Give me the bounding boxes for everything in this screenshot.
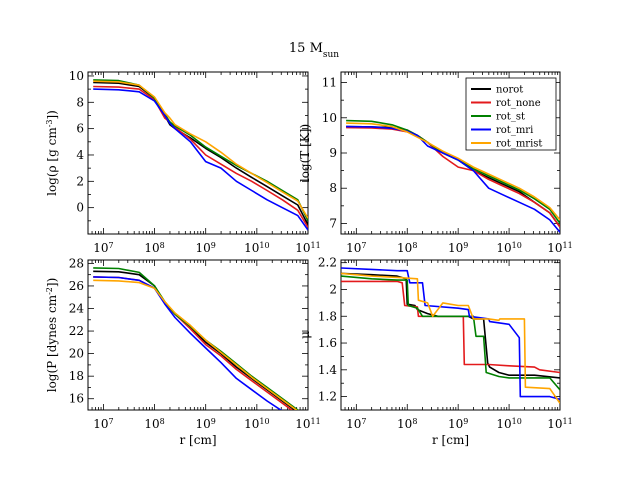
- series-line-rot_mri: [341, 267, 560, 401]
- series-line-rot_none: [341, 280, 560, 374]
- legend-label-rot_mrist: rot_mrist: [496, 139, 542, 150]
- series-line-rot_none: [93, 85, 308, 228]
- y-axis-label: log(P [dynes cm-2]): [45, 278, 60, 393]
- legend: norot rot_none rot_st rot_mri rot_mrist: [465, 77, 557, 151]
- x-tick-label: 1010: [496, 417, 521, 432]
- x-tick-label: 1010: [244, 241, 269, 256]
- x-tick-label: 1010: [496, 241, 521, 256]
- y-tick-label: 1.8: [318, 309, 337, 323]
- y-tick-label: 26: [69, 279, 84, 293]
- y-tick-label: 1.2: [318, 390, 337, 404]
- x-tick-label: 108: [144, 417, 164, 432]
- y-tick-label: 6: [76, 122, 84, 136]
- series-line-rot_mrist: [93, 279, 298, 410]
- legend-label-rot_st: rot_st: [496, 112, 525, 123]
- y-tick-label: 0: [76, 201, 84, 215]
- y-tick-label: 24: [69, 301, 85, 315]
- series-line-norot: [341, 272, 560, 379]
- series-line-rot_st: [341, 275, 560, 391]
- series-line-rot_mrist: [341, 272, 560, 404]
- panel-density: 107 108 109 1010 1011 0 2 4 6 8 10 log(ρ [g cm-3]): [45, 69, 321, 255]
- series-line-rot_mri: [93, 88, 308, 231]
- y-tick-label: 18: [69, 369, 84, 383]
- series-line-rot_none: [93, 276, 294, 410]
- y-tick-label: 22: [69, 324, 84, 338]
- y-tick-label: 2.2: [318, 256, 337, 270]
- y-axis-label: log(ρ [g cm-3]): [45, 110, 60, 196]
- series-line-norot: [93, 270, 297, 410]
- y-tick-label: 10: [69, 69, 84, 83]
- y-tick-label: 1.4: [318, 363, 337, 377]
- panel-mu: 107 108 109 1010 1011 1.2 1.4 1.6 1.8 2 2.2 μ r [cm]: [298, 256, 573, 447]
- legend-label-rot_none: rot_none: [496, 98, 541, 109]
- x-axis-label: r [cm]: [432, 433, 469, 447]
- series-line-rot_mrist: [346, 122, 560, 221]
- y-tick-label: 8: [329, 181, 337, 195]
- legend-label-norot: norot: [496, 85, 523, 96]
- x-tick-label: 108: [397, 241, 417, 256]
- plot-frame: [87, 71, 309, 235]
- x-tick-label: 108: [397, 417, 417, 432]
- x-tick-label: 107: [346, 241, 366, 256]
- y-axis-label: μ: [298, 331, 312, 339]
- y-tick-label: 2: [76, 174, 84, 188]
- x-tick-label: 1010: [244, 417, 269, 432]
- y-tick-label: 9: [329, 146, 337, 160]
- x-tick-label: 109: [448, 241, 468, 256]
- y-tick-label: 7: [329, 216, 337, 230]
- y-tick-label: 4: [76, 148, 84, 162]
- series-line-rot_mri: [93, 276, 283, 410]
- y-tick-label: 28: [69, 256, 84, 270]
- x-axis-label: r [cm]: [179, 433, 216, 447]
- series-line-rot_mri: [346, 125, 560, 233]
- y-axis-label: log(T [K]): [298, 124, 312, 182]
- x-tick-label: 109: [196, 241, 216, 256]
- y-tick-label: 8: [76, 95, 84, 109]
- x-tick-label: 107: [93, 241, 113, 256]
- x-tick-label: 109: [196, 417, 216, 432]
- x-tick-label: 1011: [295, 417, 320, 432]
- x-tick-label: 108: [144, 241, 164, 256]
- x-tick-label: 109: [448, 417, 468, 432]
- series-line-rot_mrist: [93, 80, 308, 219]
- panel-pressure: 107 108 109 1010 1011 16 18 20 22 24 26 28 log(P [dy…: [45, 256, 321, 447]
- x-tick-label: 1011: [295, 241, 320, 256]
- y-tick-label: 20: [69, 347, 84, 361]
- y-tick-label: 11: [322, 76, 337, 90]
- y-tick-label: 1.6: [318, 336, 337, 350]
- x-tick-label: 1011: [547, 417, 572, 432]
- x-tick-label: 107: [93, 417, 113, 432]
- x-tick-label: 1011: [547, 241, 572, 256]
- y-tick-label: 10: [322, 111, 337, 125]
- legend-label-rot_mri: rot_mri: [496, 125, 533, 136]
- figure-title: 15 Msun: [289, 41, 339, 60]
- y-tick-label: 16: [69, 392, 84, 406]
- y-tick-label: 2: [329, 282, 337, 296]
- x-tick-label: 107: [346, 417, 366, 432]
